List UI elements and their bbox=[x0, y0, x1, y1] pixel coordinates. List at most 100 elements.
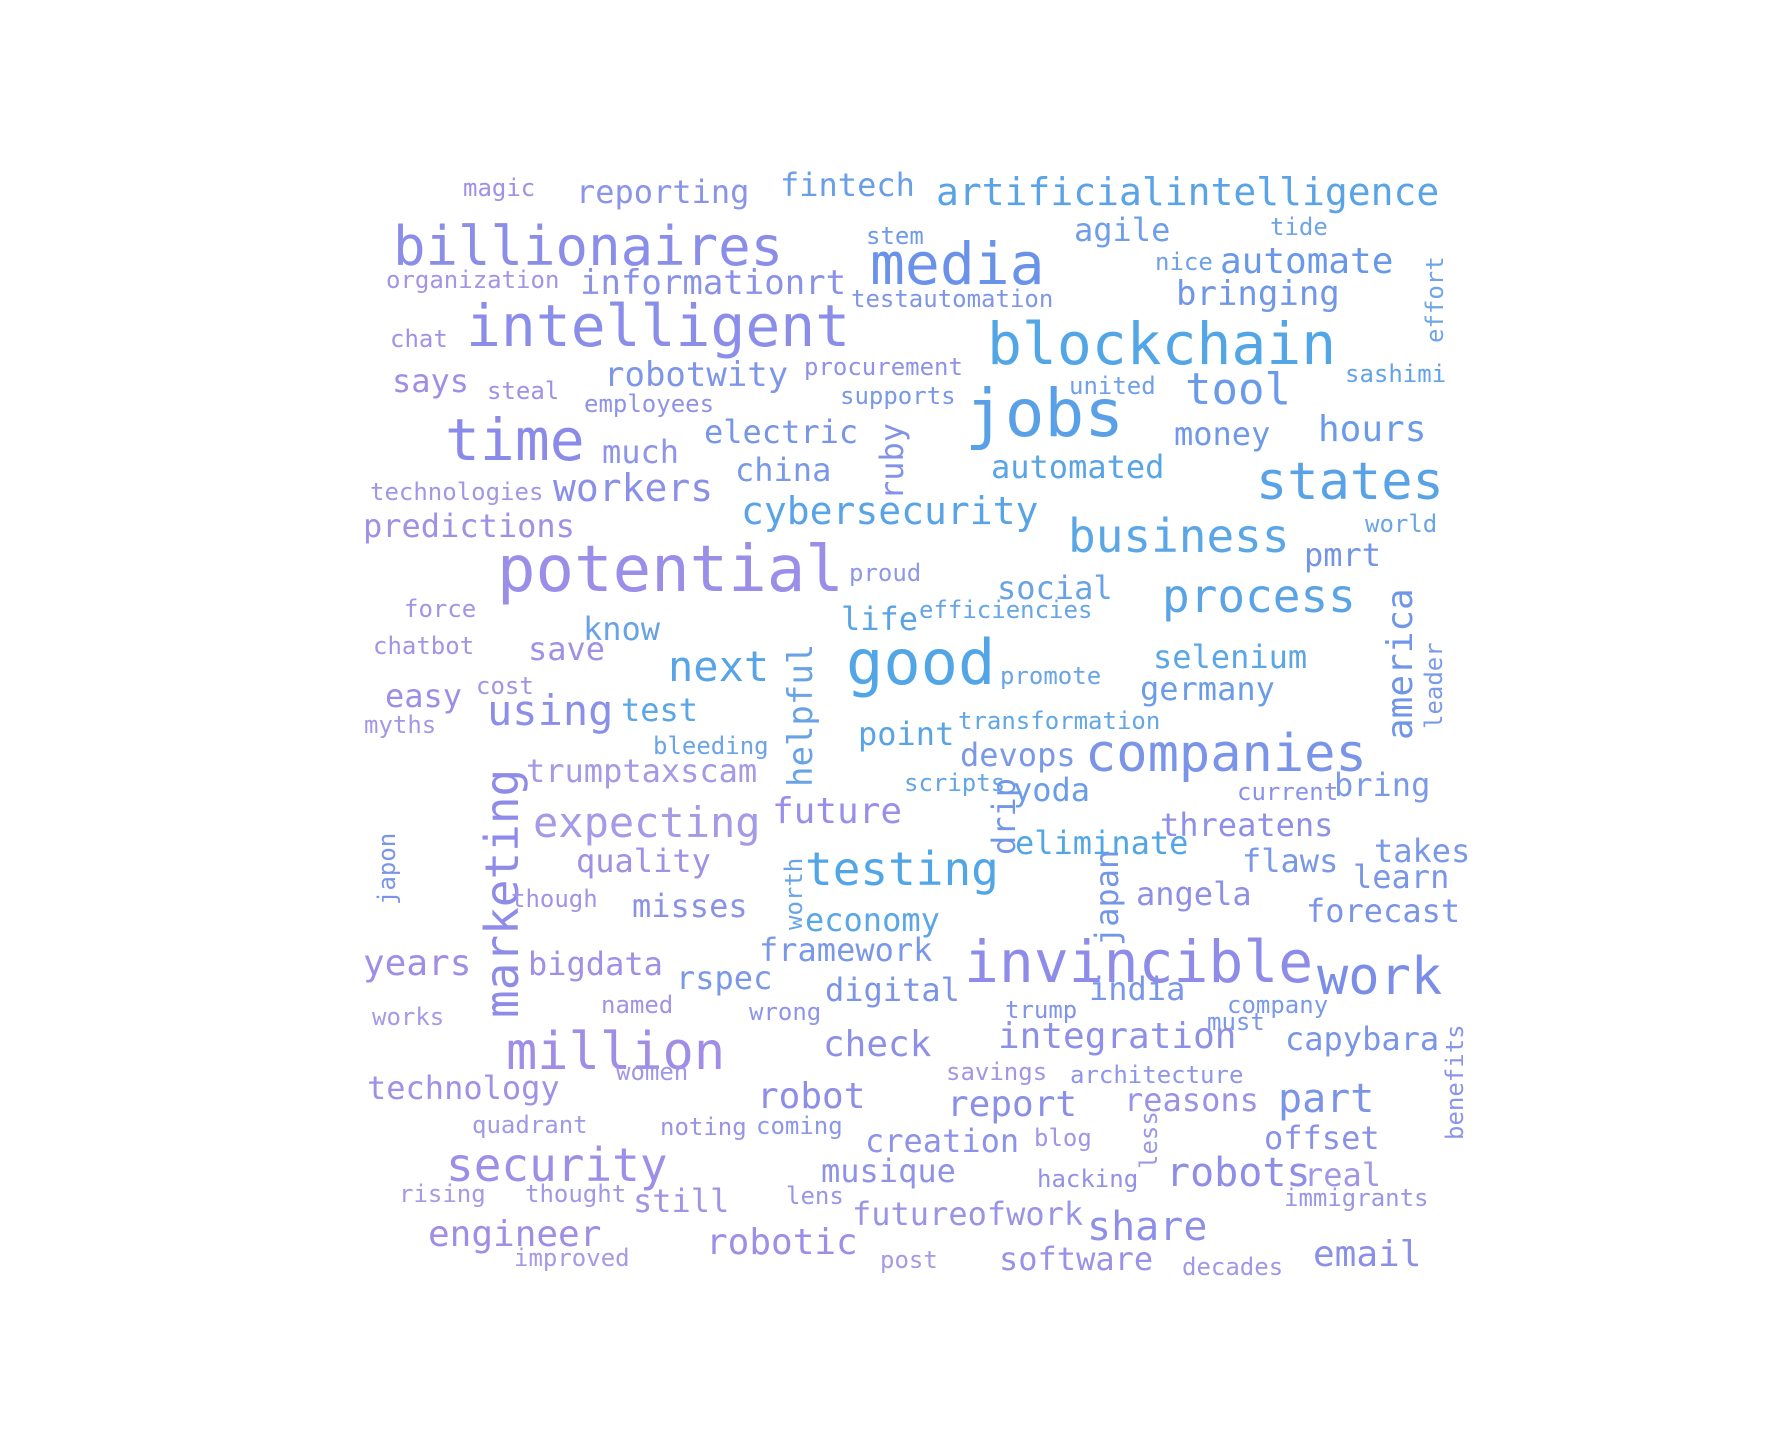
word-helpful: helpful bbox=[781, 644, 821, 787]
word-takes: takes bbox=[1374, 832, 1470, 870]
word-architecture: architecture bbox=[1070, 1061, 1243, 1089]
word-bigdata: bigdata bbox=[528, 945, 663, 983]
word-jobs: jobs bbox=[965, 375, 1124, 452]
word-years: years bbox=[363, 943, 471, 984]
word-robots: robots bbox=[1166, 1150, 1311, 1196]
word-reporting: reporting bbox=[576, 173, 749, 211]
word-social: social bbox=[997, 569, 1113, 607]
word-quadrant: quadrant bbox=[472, 1111, 588, 1139]
word-wrong: wrong bbox=[749, 998, 821, 1026]
word-technologies: technologies bbox=[370, 478, 543, 506]
word-bleeding: bleeding bbox=[653, 732, 769, 760]
word-integration: integration bbox=[998, 1016, 1236, 1057]
word-stem: stem bbox=[866, 222, 924, 250]
word-ruby: ruby bbox=[873, 423, 911, 500]
word-tide: tide bbox=[1270, 213, 1328, 241]
word-good: good bbox=[846, 626, 995, 699]
word-informationrt: informationrt bbox=[580, 263, 846, 303]
word-email: email bbox=[1313, 1234, 1421, 1275]
word-drip: drip bbox=[985, 778, 1023, 855]
word-testing: testing bbox=[805, 842, 999, 896]
word-artificialintelligence: artificialintelligence bbox=[936, 170, 1439, 214]
word-named: named bbox=[601, 991, 673, 1019]
word-capybara: capybara bbox=[1285, 1020, 1439, 1058]
word-sashimi: sashimi bbox=[1345, 360, 1446, 388]
word-business: business bbox=[1068, 509, 1290, 563]
word-supports: supports bbox=[840, 382, 956, 410]
word-invincible: invincible bbox=[964, 928, 1313, 996]
word-billionaires: billionaires bbox=[393, 215, 783, 278]
word-promote: promote bbox=[1000, 662, 1101, 690]
word-current: current bbox=[1237, 778, 1338, 806]
word-report: report bbox=[947, 1084, 1077, 1125]
word-immigrants: immigrants bbox=[1284, 1184, 1429, 1212]
word-next: next bbox=[668, 642, 769, 691]
word-expecting: expecting bbox=[533, 798, 761, 847]
word-workers: workers bbox=[553, 466, 713, 510]
word-japan: japan bbox=[1088, 850, 1126, 946]
word-share: share bbox=[1087, 1204, 1207, 1250]
word-security: security bbox=[446, 1138, 668, 1192]
word-hours: hours bbox=[1318, 409, 1426, 450]
word-transformation: transformation bbox=[958, 707, 1160, 735]
word-automated: automated bbox=[991, 448, 1164, 486]
word-automate: automate bbox=[1220, 241, 1393, 282]
word-know: know bbox=[583, 610, 661, 648]
word-works: works bbox=[372, 1003, 444, 1031]
word-force: force bbox=[404, 595, 476, 623]
word-world: world bbox=[1365, 510, 1437, 538]
word-women: women bbox=[616, 1058, 688, 1086]
word-selenium: selenium bbox=[1153, 638, 1307, 676]
word-fintech: fintech bbox=[780, 166, 915, 204]
word-framework: framework bbox=[759, 931, 932, 969]
word-test: test bbox=[621, 691, 698, 729]
word-less: less bbox=[1135, 1111, 1163, 1169]
word-testautomation: testautomation bbox=[851, 285, 1053, 313]
word-chat: chat bbox=[390, 325, 448, 353]
word-rising: rising bbox=[399, 1180, 486, 1208]
word-yoda: yoda bbox=[1013, 771, 1090, 809]
word-part: part bbox=[1278, 1076, 1374, 1122]
word-angela: angela bbox=[1136, 875, 1252, 913]
word-employees: employees bbox=[584, 390, 714, 418]
word-easy: easy bbox=[385, 677, 462, 715]
word-much: much bbox=[602, 433, 679, 471]
word-blockchain: blockchain bbox=[987, 310, 1336, 378]
word-software: software bbox=[999, 1240, 1153, 1278]
word-magic: magic bbox=[463, 174, 535, 202]
word-coming: coming bbox=[756, 1112, 843, 1140]
word-organization: organization bbox=[386, 266, 559, 294]
word-quality: quality bbox=[576, 842, 711, 880]
word-threatens: threatens bbox=[1160, 806, 1333, 844]
word-agile: agile bbox=[1074, 211, 1170, 249]
word-million: million bbox=[506, 1022, 725, 1082]
word-says: says bbox=[392, 362, 469, 400]
word-future: future bbox=[772, 791, 902, 832]
word-tool: tool bbox=[1185, 364, 1291, 415]
word-steal: steal bbox=[487, 377, 559, 405]
word-japon: japon bbox=[373, 833, 401, 905]
word-nice: nice bbox=[1155, 248, 1213, 276]
word-creation: creation bbox=[865, 1122, 1019, 1160]
word-robotwity: robotwity bbox=[604, 355, 788, 395]
word-chatbot: chatbot bbox=[373, 632, 474, 660]
word-effort: effort bbox=[1421, 256, 1449, 343]
word-cybersecurity: cybersecurity bbox=[741, 489, 1038, 533]
word-using: using bbox=[487, 686, 613, 735]
word-predictions: predictions bbox=[363, 507, 575, 545]
word-myths: myths bbox=[364, 711, 436, 739]
word-futureofwork: futureofwork bbox=[852, 1195, 1083, 1233]
word-bringing: bringing bbox=[1176, 274, 1340, 314]
word-eliminate: eliminate bbox=[1015, 824, 1188, 862]
word-robot: robot bbox=[757, 1076, 865, 1117]
word-benefits: benefits bbox=[1441, 1024, 1469, 1140]
word-money: money bbox=[1174, 415, 1270, 453]
word-still: still bbox=[633, 1182, 729, 1220]
word-pmrt: pmrt bbox=[1304, 536, 1381, 574]
word-time: time bbox=[445, 406, 585, 474]
word-bring: bring bbox=[1334, 766, 1430, 804]
word-noting: noting bbox=[660, 1113, 747, 1141]
word-worth: worth bbox=[780, 858, 808, 930]
word-flaws: flaws bbox=[1242, 842, 1338, 880]
